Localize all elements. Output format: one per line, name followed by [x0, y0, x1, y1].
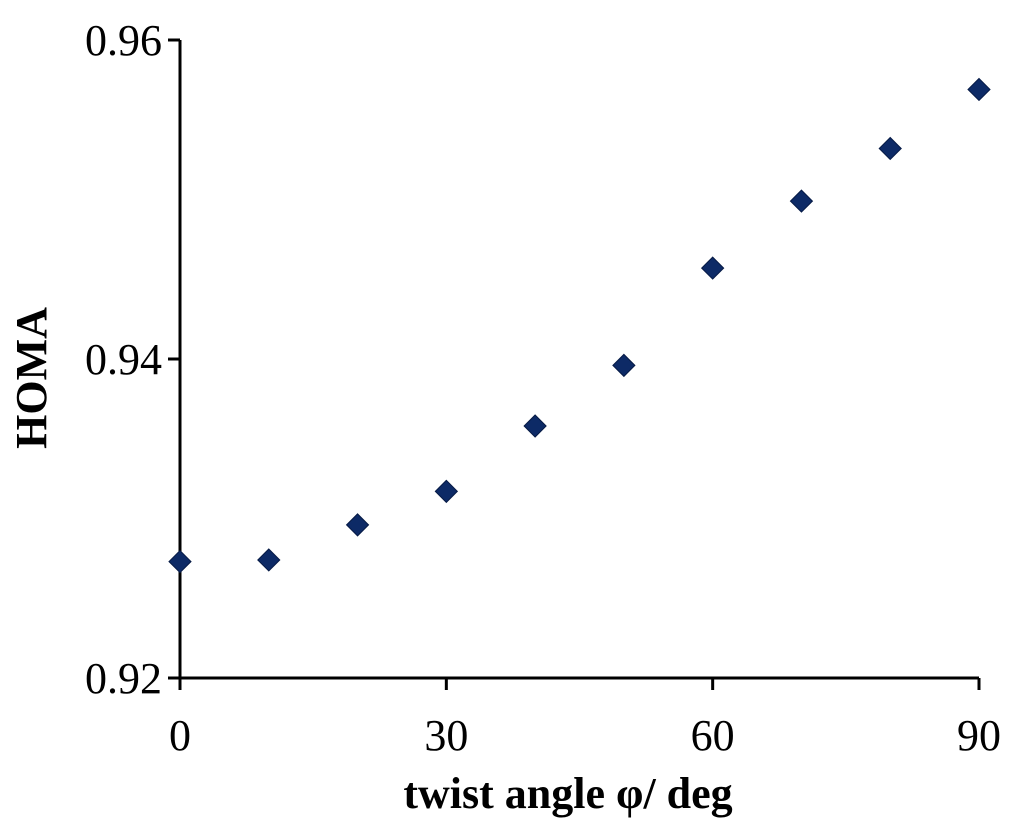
- y-tick-label: 0.96: [85, 16, 162, 65]
- data-point: [257, 548, 281, 572]
- axes: [178, 40, 979, 680]
- x-tick-label: 60: [691, 711, 735, 760]
- data-point: [789, 189, 814, 213]
- data-point: [434, 479, 459, 504]
- data-point: [168, 549, 192, 574]
- x-tick-label: 90: [957, 711, 1001, 760]
- y-tick-label: 0.92: [85, 654, 162, 703]
- data-point: [878, 136, 902, 161]
- x-tick-label: 30: [424, 711, 468, 760]
- data-point: [345, 513, 370, 537]
- data-point: [967, 77, 991, 102]
- y-axis-title: HOMA: [7, 307, 56, 449]
- tick-marks: [168, 38, 981, 690]
- y-tick-label: 0.94: [85, 335, 162, 384]
- data-points: [168, 77, 991, 574]
- data-point: [523, 414, 547, 438]
- tick-labels: 0.92 0.94 0.96 0 30 60 90: [85, 16, 1001, 760]
- data-point: [700, 256, 725, 280]
- data-point: [612, 353, 636, 378]
- x-axis-title: twist angle φ/ deg: [403, 769, 732, 818]
- x-tick-label: 0: [169, 711, 191, 760]
